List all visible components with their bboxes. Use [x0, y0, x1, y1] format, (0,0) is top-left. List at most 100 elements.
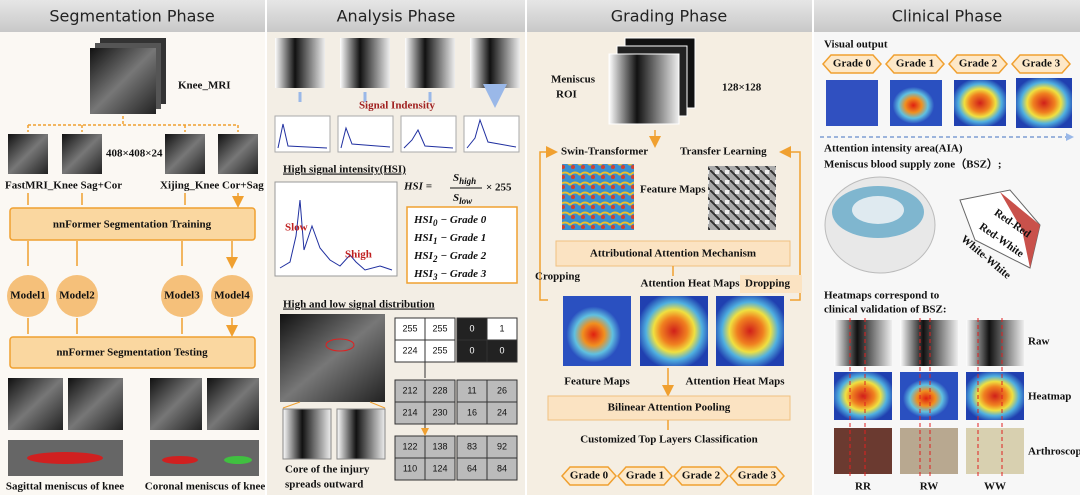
matrix-value: 214 [402, 407, 417, 417]
matrix-value: 124 [432, 463, 447, 473]
model-label: Model4 [214, 290, 250, 302]
heatmap [716, 296, 784, 366]
label: Attention Heat Maps [641, 278, 741, 290]
grade-badge [821, 54, 883, 74]
matrix-value: 255 [432, 323, 447, 333]
matrix-value: 11 [467, 385, 476, 395]
grade-badge [884, 54, 946, 74]
label: Transfer Learning [680, 146, 767, 158]
plot-label: Shigh [345, 249, 372, 261]
matrix-value: 0 [469, 345, 474, 355]
histogram [337, 115, 394, 153]
row-label: Raw [1028, 336, 1049, 348]
matrix-value: 16 [467, 407, 477, 417]
rule-part: HSI [413, 250, 434, 262]
rule-part: 1 [433, 236, 438, 246]
seg-mask [224, 456, 252, 464]
model-node [7, 275, 49, 317]
model-label: Model3 [164, 290, 200, 302]
arrow [27, 193, 238, 205]
caption: Core of the injury [285, 464, 370, 476]
patch [470, 38, 520, 88]
histogram [463, 115, 520, 153]
patch [275, 38, 325, 88]
label: Feature Maps [564, 376, 630, 388]
mri-thumb [8, 134, 48, 174]
grade-badge [560, 466, 618, 486]
grade-badges: Grade 0 Grade 1 Grade 2 Grade 3 [560, 466, 786, 486]
header-bar [0, 0, 265, 32]
arrow [27, 318, 232, 334]
heatmap [966, 372, 1024, 420]
grade-rule: HSI0− Grade 0 [413, 214, 487, 229]
box-label: Bilinear Attention Pooling [608, 402, 731, 414]
grade-rule: HSI2− Grade 2 [413, 250, 487, 265]
grade-rule: HSI3− Grade 3 [413, 268, 487, 283]
heatmap [640, 296, 708, 366]
mri-thumb [68, 378, 123, 430]
grade-rules: HSI0− Grade 0 HSI1− Grade 1 HSI2− Grade … [413, 214, 487, 283]
process-box [547, 395, 791, 421]
roi-image [608, 53, 680, 125]
grade-badges: Grade 0 Grade 1 Grade 2 Grade 3 [821, 54, 1072, 74]
patch [336, 408, 386, 460]
matrix-value: 122 [402, 441, 417, 451]
rule-part: − Grade 2 [440, 250, 486, 262]
arthroscope-image [834, 428, 892, 474]
plot-label: Slow [285, 222, 308, 234]
feature-maps [562, 164, 634, 230]
matrix-value: 83 [467, 441, 477, 451]
matrix-value: 138 [432, 441, 447, 451]
mri-thumb [207, 378, 259, 430]
raw-image [966, 320, 1024, 366]
box-label: nnFormer Segmentation Training [53, 219, 212, 231]
column-label: RR [855, 481, 872, 493]
matrix-value: 255 [432, 345, 447, 355]
phase-title: Analysis Phase [337, 7, 456, 26]
rule-part: − Grade 0 [440, 214, 486, 226]
mri-thumb [165, 134, 205, 174]
zone-red [1000, 192, 1040, 268]
grade-label: Grade 0 [833, 58, 872, 70]
matrix-cell [424, 457, 456, 481]
rule-part: HSI [413, 214, 434, 226]
process-box [9, 336, 256, 369]
matrix-value: 1 [499, 323, 504, 333]
grade-label: Grade 2 [682, 470, 721, 482]
feature-maps [708, 166, 776, 230]
formula-part: S [453, 192, 459, 204]
rule-part: HSI [413, 268, 434, 280]
header-bar [527, 0, 812, 32]
rule-part: HSI [413, 232, 434, 244]
grade-label: Grade 3 [1022, 58, 1061, 70]
phase-title: Grading Phase [611, 7, 728, 26]
row-label: Arthroscope [1028, 446, 1080, 458]
patch [405, 38, 455, 88]
label: Feature Maps [640, 184, 706, 196]
plot [274, 181, 398, 277]
matrix-value: 255 [402, 323, 417, 333]
arthroscope-image [900, 428, 958, 474]
label: Cropping [535, 271, 581, 283]
matrix-value: 92 [497, 441, 507, 451]
matrix-cell [424, 401, 456, 425]
rule-part: − Grade 1 [440, 232, 486, 244]
label: Dropping [745, 278, 791, 290]
grade-box [406, 206, 518, 284]
zone-divider [849, 318, 1003, 478]
mri-thumb [62, 134, 102, 174]
histogram-line [277, 118, 517, 149]
matrix-value: 26 [497, 385, 507, 395]
formula: Slow [453, 192, 473, 207]
grade-label: Grade 0 [570, 470, 609, 482]
heatmap [563, 296, 631, 366]
grade-badge [672, 466, 730, 486]
rule-part: 0 [433, 218, 438, 228]
mri-thumb [150, 378, 202, 430]
box-label: nnFormer Segmentation Testing [56, 347, 208, 359]
label-bg [740, 275, 802, 293]
model-node [56, 275, 98, 317]
mri-image [280, 314, 385, 402]
matrix-value: 110 [403, 463, 417, 473]
